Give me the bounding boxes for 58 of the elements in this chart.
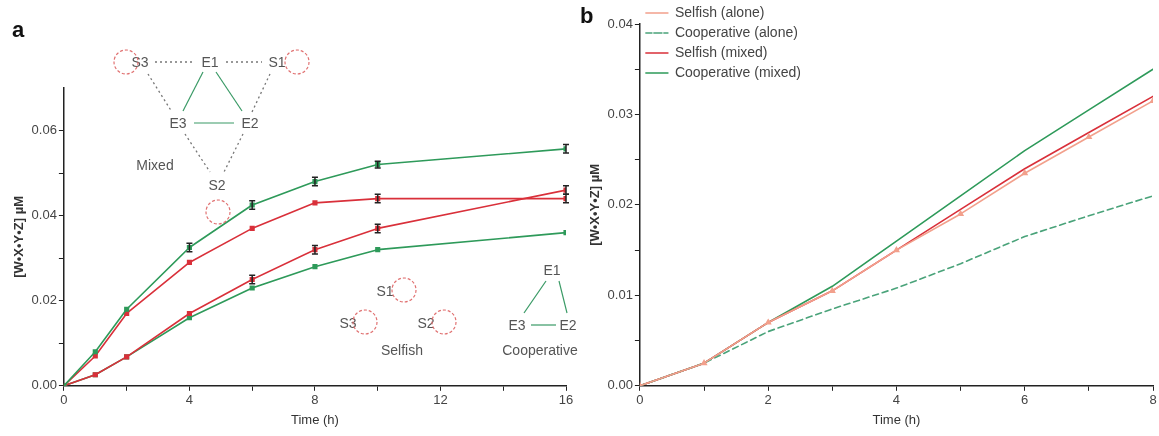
point <box>249 225 255 231</box>
x-axis-title: Time (h) <box>291 411 339 427</box>
annotation: S2 <box>417 315 435 331</box>
text: E1 <box>201 54 219 70</box>
y-tick-label: 0.06 <box>31 122 57 138</box>
y-tick-label: 0.02 <box>31 292 57 308</box>
annotation: E2 <box>241 115 259 131</box>
x-tick-label: 2 <box>764 392 772 408</box>
x-tick-label: 4 <box>185 392 194 408</box>
text: S3 <box>131 54 149 70</box>
x-tick-label: 0 <box>636 392 644 408</box>
point <box>249 285 255 291</box>
x-tick-label: 0 <box>60 392 68 408</box>
y-tick-label: 0.00 <box>607 377 633 393</box>
text: S1 <box>268 54 286 70</box>
annotation: E3 <box>508 317 526 333</box>
x-tick-label: 8 <box>1149 392 1157 408</box>
x-axis-title: Time (h) <box>872 411 921 427</box>
x-tick-label: 6 <box>1021 392 1029 408</box>
annotation: S1 <box>376 283 394 299</box>
y-axis-title: [W•X•Y•Z] µM <box>587 164 603 246</box>
point <box>1021 169 1028 176</box>
annotation: Mixed <box>136 157 174 173</box>
point <box>92 353 98 359</box>
y-tick-label: 0.03 <box>607 106 633 122</box>
legend-label: Cooperative (alone) <box>674 23 798 40</box>
annotation: S3 <box>339 315 357 331</box>
point <box>312 264 318 270</box>
annotation: S2 <box>208 177 226 193</box>
y-tick-label: 0.02 <box>607 196 633 212</box>
point <box>829 287 836 293</box>
point <box>375 247 381 253</box>
x-tick-label: 4 <box>892 392 901 408</box>
point <box>186 259 192 265</box>
point <box>893 246 900 253</box>
y-tick-label: 0.04 <box>31 207 57 223</box>
y-tick-label: 0.01 <box>607 286 633 302</box>
annotation: Cooperative <box>502 342 578 358</box>
x-tick-label: 16 <box>558 392 574 408</box>
legend-label: Cooperative (mixed) <box>674 63 801 80</box>
x-tick-label: 8 <box>311 392 319 408</box>
legend-label: Selfish (mixed) <box>674 43 768 60</box>
annotation: Selfish <box>380 342 424 358</box>
point <box>701 359 707 366</box>
y-tick-label: 0.00 <box>31 377 57 393</box>
point <box>765 319 772 325</box>
point <box>1085 133 1092 140</box>
annotation: E3 <box>169 115 187 131</box>
x-tick-label: 12 <box>433 392 448 408</box>
annotation: E1 <box>543 262 561 278</box>
chart-title: a <box>12 17 25 43</box>
legend-label: Selfish (alone) <box>674 3 765 20</box>
y-axis-title: [W•X•Y•Z] µM <box>11 196 27 278</box>
y-tick-label: 0.04 <box>607 15 633 31</box>
point <box>957 210 964 216</box>
chart-title: b <box>580 3 594 29</box>
point <box>312 200 318 206</box>
annotation: E2 <box>559 317 577 333</box>
